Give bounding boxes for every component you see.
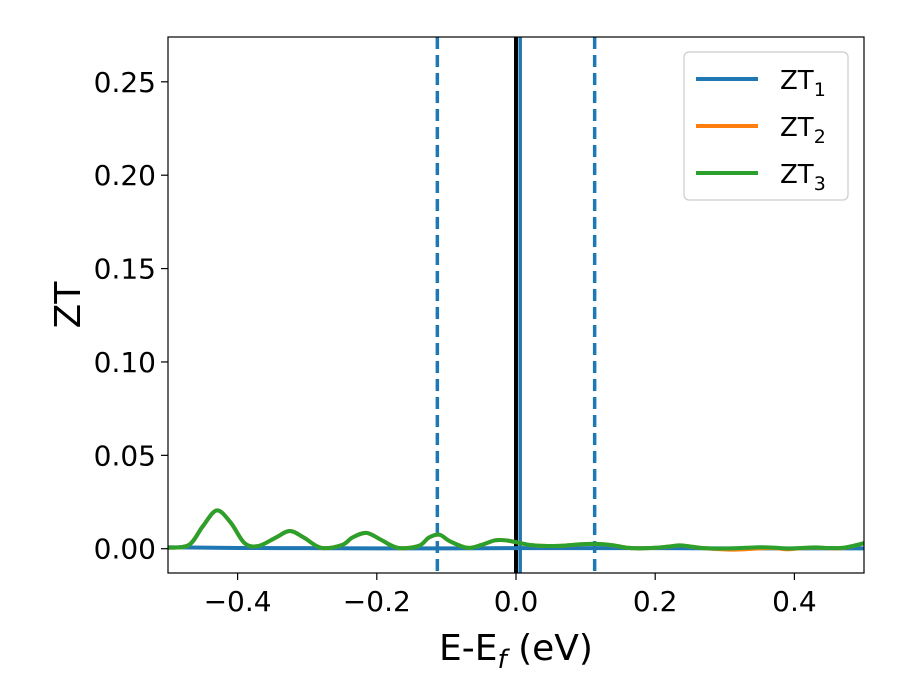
y-tick-label: 0.25 bbox=[94, 66, 156, 99]
x-tick-label: 0.0 bbox=[494, 585, 539, 618]
axes: −0.4 −0.2 0.0 0.2 0.4 0.00 0.05 0.10 0.15 0.20 0.2… bbox=[94, 36, 865, 618]
x-tick-label: 0.4 bbox=[772, 585, 817, 618]
x-tick-label: −0.4 bbox=[204, 585, 272, 618]
y-tick-label: 0.05 bbox=[94, 439, 156, 472]
series-line-zt3 bbox=[168, 508, 864, 551]
y-tick-label: 0.20 bbox=[94, 159, 156, 192]
x-tick-label: −0.2 bbox=[343, 585, 411, 618]
legend-label-zt1: ZT1 bbox=[780, 66, 826, 101]
legend-label-zt3: ZT3 bbox=[780, 160, 826, 195]
x-tick-label: 0.2 bbox=[633, 585, 678, 618]
y-tick-label: 0.10 bbox=[94, 346, 156, 379]
y-axis-label: ZT bbox=[48, 281, 89, 329]
x-axis-label: E-Ef (eV) bbox=[439, 628, 593, 675]
legend: ZT1 ZT2 ZT3 bbox=[683, 51, 849, 201]
legend-box bbox=[683, 51, 849, 201]
legend-label-zt2: ZT2 bbox=[780, 113, 826, 148]
y-tick-label: 0.15 bbox=[94, 253, 156, 286]
plot-area bbox=[168, 37, 864, 573]
y-tick-label: 0.00 bbox=[94, 533, 156, 566]
